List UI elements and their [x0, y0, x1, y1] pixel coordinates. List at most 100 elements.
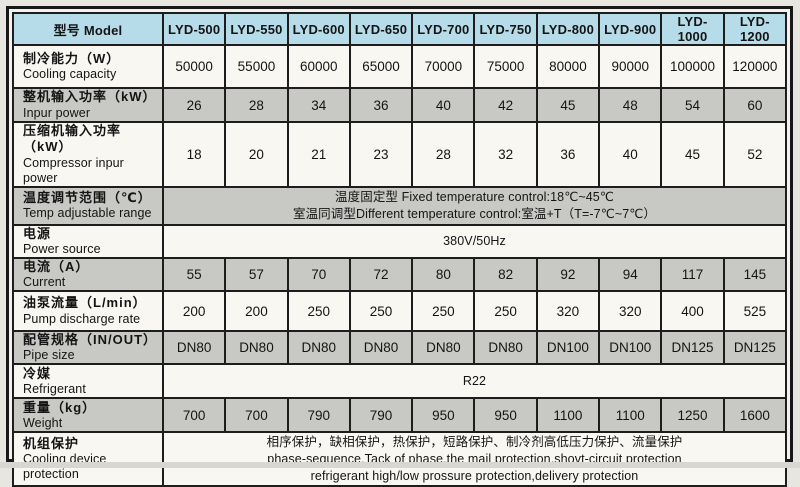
cell-current-lyd-800: 92	[535, 256, 601, 293]
row-label-current: 电流（A） Current	[12, 256, 164, 293]
merged-line: 室温同调型Different temperature control:室温+T（…	[292, 206, 657, 221]
cell-power-source-merged: 380V/50Hz	[162, 223, 787, 259]
model-header-lyd-750: LYD-750	[473, 12, 538, 46]
cell-cooling-capacity-lyd-500: 50000	[161, 44, 227, 89]
cell-weight-lyd-750: 950	[473, 397, 538, 434]
row-label-compressor-input-power: 压缩机输入功率（kW） Compressor inpur power	[12, 121, 164, 188]
cell-pump-discharge-rate-lyd-500: 200	[161, 290, 227, 332]
row-label-en: Weight	[23, 415, 63, 430]
row-label-en: Pump discharge rate	[23, 311, 141, 326]
cell-compressor-input-power-lyd-700: 28	[411, 121, 476, 188]
cell-pipe-size-lyd-750: DN80	[473, 329, 538, 366]
cell-compressor-input-power-lyd-1200: 52	[722, 121, 788, 188]
row-label-power-source: 电源 Power source	[12, 223, 164, 259]
model-header-label: 型号 Model	[12, 12, 164, 46]
model-header-lyd-700: LYD-700	[411, 12, 476, 46]
row-label-en: Temp adjustable range	[23, 206, 152, 221]
row-label-cn: 压缩机输入功率（kW）	[23, 123, 122, 155]
table-row-refrigerant: 冷媒 Refrigerant R22	[12, 363, 787, 400]
table-row-input-power: 整机输入功率（kW） Inpur power 26 28 34 36 40 42 45 48 54 6…	[12, 87, 788, 123]
cell-pump-discharge-rate-lyd-700: 250	[411, 290, 476, 332]
cell-pipe-size-lyd-650: DN80	[348, 329, 414, 366]
table-row-current: 电流（A） Current 55 57 70 72 80 82 92 94 117 145	[12, 256, 788, 293]
merged-line: 相序保护，缺相保护，热保护，短路保护、制冷剂高低压力保护、流量保护	[266, 434, 683, 449]
row-label-cn: 冷媒	[23, 365, 52, 381]
row-label-cooling-capacity: 制冷能力（W） Cooling capacity	[12, 44, 164, 89]
cell-cooling-capacity-lyd-700: 70000	[411, 44, 476, 89]
row-label-protection: 机组保护 Cooling device protection	[12, 431, 164, 487]
model-header-lyd-550: LYD-550	[224, 12, 289, 46]
row-label-cn: 电流（A）	[23, 258, 90, 274]
row-label-pump-discharge-rate: 油泵流量（L/min） Pump discharge rate	[12, 290, 164, 332]
cell-cooling-capacity-lyd-1200: 120000	[722, 44, 788, 89]
cell-input-power-lyd-550: 28	[224, 87, 289, 123]
row-label-cn: 制冷能力（W）	[23, 50, 121, 66]
table-row-temp-adjustable-range: 温度调节范围（℃） Temp adjustable range 温度固定型 Fixe…	[12, 185, 787, 226]
cell-input-power-lyd-1200: 60	[722, 87, 788, 123]
cell-pipe-size-lyd-800: DN100	[535, 329, 601, 366]
cell-pipe-size-lyd-700: DN80	[411, 329, 476, 366]
model-header-lyd-1000: LYD-1000	[660, 12, 725, 46]
cell-input-power-lyd-750: 42	[473, 87, 538, 123]
row-label-cn: 电源	[23, 225, 52, 241]
table-row-weight: 重量（kg） Weight 700 700 790 790 950 950 1100 1100 12…	[12, 397, 788, 434]
table-row-cooling-capacity: 制冷能力（W） Cooling capacity 50000 55000 60000 65…	[12, 44, 788, 89]
cell-compressor-input-power-lyd-1000: 45	[660, 121, 725, 188]
row-label-cn: 整机输入功率（kW）	[23, 89, 157, 105]
cell-weight-lyd-650: 790	[348, 397, 414, 434]
merged-line: R22	[462, 373, 487, 388]
cell-input-power-lyd-800: 45	[535, 87, 601, 123]
cell-current-lyd-750: 82	[473, 256, 538, 293]
cell-compressor-input-power-lyd-900: 40	[598, 121, 663, 188]
merged-line: 温度固定型 Fixed temperature control:18℃~45℃	[335, 189, 614, 204]
cell-current-lyd-600: 70	[286, 256, 351, 293]
model-header-lyd-1200: LYD-1200	[722, 12, 788, 46]
cell-current-lyd-700: 80	[411, 256, 476, 293]
cell-weight-lyd-1000: 1250	[660, 397, 725, 434]
cell-pump-discharge-rate-lyd-550: 200	[224, 290, 289, 332]
chiller-spec-table: 型号 Model LYD-500 LYD-550 LYD-600 LYD-650 LYD-…	[12, 12, 788, 487]
cell-pipe-size-lyd-1000: DN125	[660, 329, 725, 366]
row-label-en: Compressor inpur power	[23, 155, 124, 185]
row-label-cn: 温度调节范围（℃）	[23, 189, 152, 205]
cell-current-lyd-500: 55	[161, 256, 227, 293]
cell-weight-lyd-500: 700	[161, 397, 227, 434]
cell-input-power-lyd-600: 34	[286, 87, 351, 123]
cell-temp-adjustable-range-merged: 温度固定型 Fixed temperature control:18℃~45℃ 室…	[162, 185, 787, 226]
cell-cooling-capacity-lyd-650: 65000	[348, 44, 414, 89]
cell-cooling-capacity-lyd-1000: 100000	[660, 44, 725, 89]
cell-cooling-capacity-lyd-750: 75000	[473, 44, 538, 89]
cell-current-lyd-1000: 117	[660, 256, 725, 293]
cell-input-power-lyd-700: 40	[411, 87, 476, 123]
cell-weight-lyd-900: 1100	[598, 397, 663, 434]
table-body: 制冷能力（W） Cooling capacity 50000 55000 60000 65…	[12, 44, 788, 487]
cell-weight-lyd-800: 1100	[535, 397, 601, 434]
row-label-en: Pipe size	[23, 348, 75, 363]
cell-pump-discharge-rate-lyd-650: 250	[348, 290, 414, 332]
cell-protection-merged: 相序保护，缺相保护，热保护，短路保护、制冷剂高低压力保护、流量保护 phase-s…	[162, 431, 787, 487]
row-label-cn: 油泵流量（L/min）	[23, 295, 147, 311]
row-label-weight: 重量（kg） Weight	[12, 397, 164, 434]
model-header-lyd-800: LYD-800	[535, 12, 601, 46]
cell-pump-discharge-rate-lyd-750: 250	[473, 290, 538, 332]
cell-cooling-capacity-lyd-900: 90000	[598, 44, 663, 89]
table-row-pump-discharge-rate: 油泵流量（L/min） Pump discharge rate 200 200 250 2…	[12, 290, 788, 332]
cell-weight-lyd-550: 700	[224, 397, 289, 434]
model-header-row: 型号 Model LYD-500 LYD-550 LYD-600 LYD-650 LYD-…	[12, 12, 788, 46]
row-label-cn: 配管规格（IN/OUT）	[23, 332, 158, 347]
table-row-compressor-input-power: 压缩机输入功率（kW） Compressor inpur power 18 20 21 2…	[12, 121, 788, 188]
model-header-lyd-650: LYD-650	[348, 12, 414, 46]
cell-input-power-lyd-650: 36	[348, 87, 414, 123]
cell-pump-discharge-rate-lyd-900: 320	[598, 290, 663, 332]
scan-bottom-shadow	[0, 462, 800, 468]
cell-current-lyd-1200: 145	[722, 256, 788, 293]
cell-cooling-capacity-lyd-600: 60000	[286, 44, 351, 89]
row-label-cn: 重量（kg）	[23, 399, 97, 415]
row-label-temp-adjustable-range: 温度调节范围（℃） Temp adjustable range	[12, 185, 164, 226]
cell-input-power-lyd-500: 26	[161, 87, 227, 123]
cell-compressor-input-power-lyd-650: 23	[348, 121, 414, 188]
row-label-en: Refrigerant	[23, 381, 86, 396]
model-header-lyd-600: LYD-600	[286, 12, 351, 46]
cell-pipe-size-lyd-900: DN100	[598, 329, 663, 366]
cell-weight-lyd-600: 790	[286, 397, 351, 434]
